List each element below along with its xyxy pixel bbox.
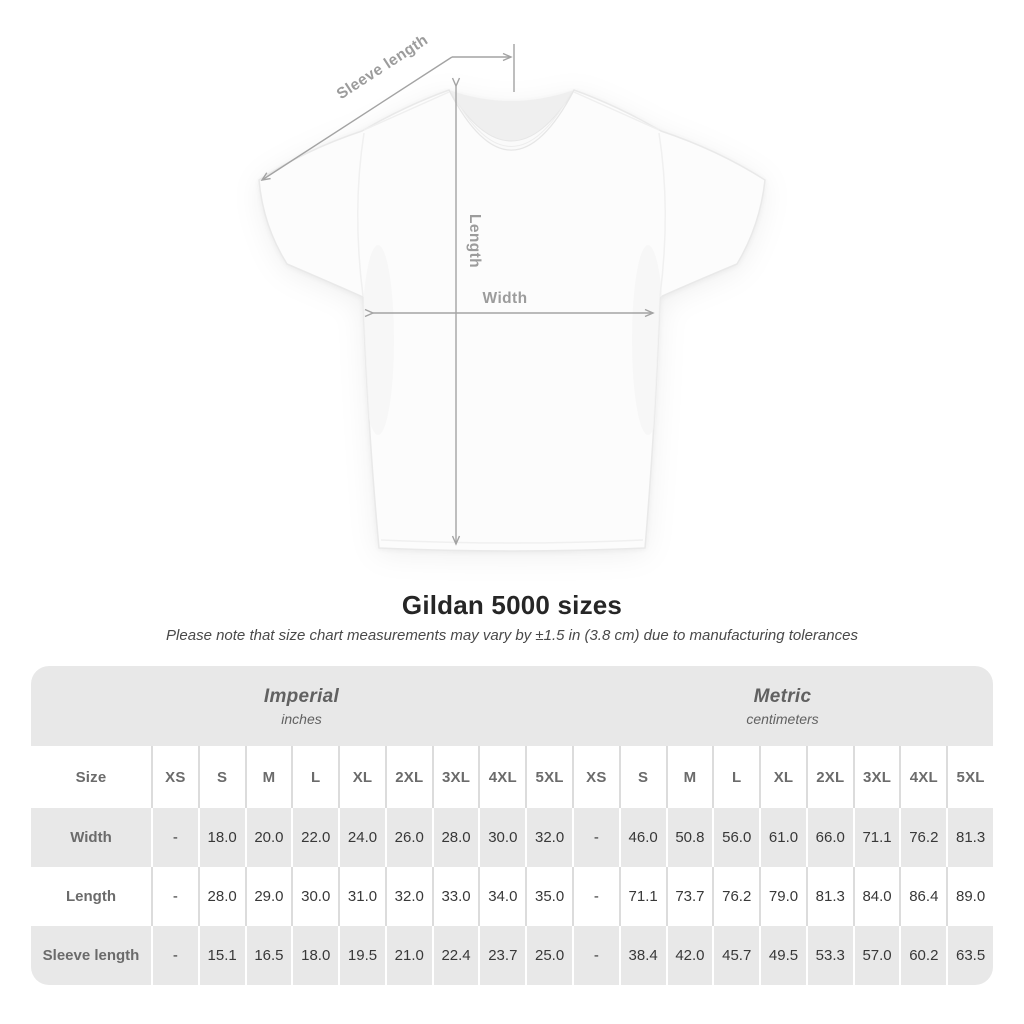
table-cell: 89.0 — [946, 867, 993, 926]
table-cell: 19.5 — [338, 926, 385, 985]
table-cell: 66.0 — [805, 808, 853, 867]
table-row-width: Width - 18.0 20.0 22.0 24.0 26.0 28.0 30… — [31, 808, 993, 867]
metric-title: Metric — [753, 685, 812, 707]
table-cell: 28.0 — [431, 808, 479, 867]
size-col-header-imperial-2xl: 2XL — [384, 746, 432, 808]
imperial-units: inches — [281, 710, 322, 727]
tolerance-note: Please note that size chart measurements… — [166, 627, 858, 644]
table-cell: 24.0 — [338, 808, 385, 867]
table-cell: 86.4 — [899, 867, 946, 926]
table-cell: 38.4 — [618, 926, 666, 985]
table-cell: 71.1 — [852, 808, 900, 867]
table-header-row: Size XS S M L XL 2XL 3XL 4XL 5XL XS S M … — [31, 746, 993, 808]
table-cell: 34.0 — [478, 867, 525, 926]
table-cell: 35.0 — [525, 867, 572, 926]
table-cell: 23.7 — [478, 926, 525, 985]
unit-band: Imperial inches Metric centimeters — [31, 666, 993, 746]
table-cell: - — [151, 808, 198, 867]
table-cell: 15.1 — [197, 926, 245, 985]
table-cell: - — [572, 867, 619, 926]
table-cell: 79.0 — [759, 867, 806, 926]
table-cell: 84.0 — [852, 867, 900, 926]
table-cell: 81.3 — [946, 808, 993, 867]
row-label: Width — [70, 829, 112, 846]
table-cell: 56.0 — [712, 808, 759, 867]
table-cell: 18.0 — [291, 926, 338, 985]
size-col-header-imperial-5xl: 5XL — [525, 746, 572, 808]
table-cell: 26.0 — [384, 808, 432, 867]
row-label: Sleeve length — [42, 947, 140, 964]
table-cell: 18.0 — [197, 808, 245, 867]
table-cell: 60.2 — [899, 926, 946, 985]
size-col-header-metric-s: S — [618, 746, 666, 808]
table-cell: 22.0 — [291, 808, 338, 867]
table-cell: 22.4 — [431, 926, 479, 985]
width-label: Width — [483, 290, 528, 307]
table-cell: 61.0 — [759, 808, 806, 867]
table-cell: 20.0 — [244, 808, 292, 867]
table-cell: 81.3 — [805, 867, 853, 926]
table-cell: - — [151, 926, 198, 985]
unit-group-metric: Metric centimeters — [572, 666, 993, 746]
size-col-header-imperial-xs: XS — [151, 746, 198, 808]
table-cell: 63.5 — [946, 926, 993, 985]
table-cell: 53.3 — [805, 926, 853, 985]
table-cell: - — [151, 867, 198, 926]
table-cell: 76.2 — [899, 808, 946, 867]
unit-group-imperial: Imperial inches — [31, 666, 572, 746]
size-col-header-imperial-s: S — [197, 746, 245, 808]
table-cell: 71.1 — [618, 867, 666, 926]
size-col-header-imperial-3xl: 3XL — [431, 746, 479, 808]
table-cell: 30.0 — [478, 808, 525, 867]
tshirt-diagram-svg: Sleeve length Length Width — [258, 31, 766, 552]
table-cell: 16.5 — [244, 926, 292, 985]
size-table: Imperial inches Metric centimeters Size … — [31, 666, 993, 985]
tshirt-measurement-diagram: Sleeve length Length Width — [258, 31, 766, 552]
size-col-header-metric-3xl: 3XL — [852, 746, 900, 808]
size-col-header-imperial-4xl: 4XL — [478, 746, 525, 808]
size-col-header-metric-5xl: 5XL — [946, 746, 993, 808]
table-cell: 21.0 — [384, 926, 432, 985]
size-col-header-metric-l: L — [712, 746, 759, 808]
table-cell: - — [572, 808, 619, 867]
table-row-length: Length - 28.0 29.0 30.0 31.0 32.0 33.0 3… — [31, 867, 993, 926]
metric-units: centimeters — [746, 710, 819, 727]
size-col-header-imperial-m: M — [244, 746, 292, 808]
table-cell: 25.0 — [525, 926, 572, 985]
table-cell: 30.0 — [291, 867, 338, 926]
table-cell: 29.0 — [244, 867, 292, 926]
sleeve-length-label: Sleeve length — [334, 31, 431, 103]
size-col-header-imperial-l: L — [291, 746, 338, 808]
table-cell: 45.7 — [712, 926, 759, 985]
size-col-header-imperial-xl: XL — [338, 746, 385, 808]
table-cell: 33.0 — [431, 867, 479, 926]
size-column-header: Size — [75, 768, 107, 786]
size-col-header-metric-xl: XL — [759, 746, 806, 808]
imperial-title: Imperial — [263, 685, 340, 707]
size-col-header-metric-4xl: 4XL — [899, 746, 946, 808]
tshirt-graphic — [258, 89, 766, 552]
table-cell: - — [572, 926, 619, 985]
table-cell: 46.0 — [618, 808, 666, 867]
sleeve-length-arrow — [260, 56, 453, 181]
table-row-sleeve-length: Sleeve length - 15.1 16.5 18.0 19.5 21.0… — [31, 926, 993, 985]
table-cell: 57.0 — [852, 926, 900, 985]
size-col-header-metric-m: M — [665, 746, 713, 808]
size-col-header-metric-2xl: 2XL — [805, 746, 853, 808]
table-cell: 32.0 — [384, 867, 432, 926]
row-label: Length — [66, 888, 116, 905]
collar-ribbing — [448, 89, 575, 151]
size-col-header-metric-xs: XS — [572, 746, 619, 808]
table-cell: 42.0 — [665, 926, 713, 985]
table-cell: 31.0 — [338, 867, 385, 926]
table-cell: 76.2 — [712, 867, 759, 926]
table-cell: 28.0 — [197, 867, 245, 926]
table-cell: 73.7 — [665, 867, 713, 926]
table-cell: 50.8 — [665, 808, 713, 867]
page-title: Gildan 5000 sizes — [401, 590, 623, 620]
table-cell: 32.0 — [525, 808, 572, 867]
length-label: Length — [466, 214, 483, 268]
table-cell: 49.5 — [759, 926, 806, 985]
